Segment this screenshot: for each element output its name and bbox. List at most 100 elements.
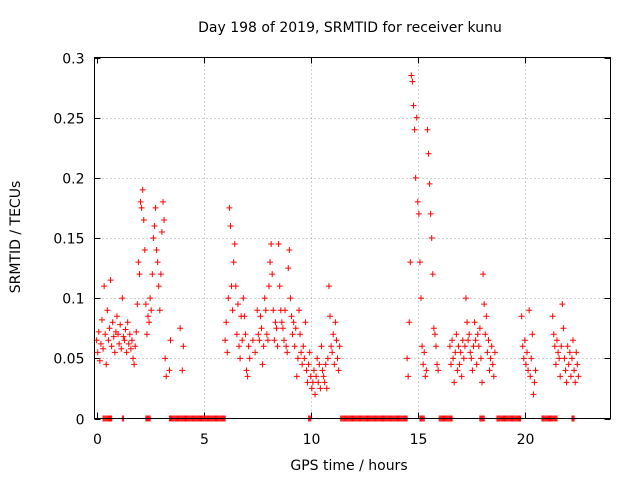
data-point	[563, 379, 570, 386]
data-point	[162, 355, 169, 362]
data-point	[246, 355, 253, 362]
data-point	[484, 349, 491, 356]
data-point	[103, 361, 110, 368]
data-point	[407, 259, 414, 266]
data-point	[309, 379, 316, 386]
data-point	[270, 307, 277, 314]
data-point	[315, 379, 322, 386]
data-point	[313, 373, 320, 380]
data-point	[119, 295, 126, 302]
data-point	[415, 210, 422, 217]
data-point	[131, 361, 138, 368]
data-point	[558, 343, 565, 350]
data-point	[180, 343, 187, 350]
data-point	[483, 313, 490, 320]
data-point	[490, 373, 497, 380]
data-point	[314, 355, 321, 362]
data-point	[242, 331, 249, 338]
data-point	[325, 283, 332, 290]
data-point	[549, 313, 556, 320]
x-axis-label: GPS time / hours	[290, 458, 407, 474]
data-point	[130, 355, 137, 362]
data-point	[132, 343, 139, 350]
data-point	[489, 361, 496, 368]
data-point	[225, 295, 232, 302]
data-point	[148, 307, 155, 314]
data-point	[480, 271, 487, 278]
data-point	[98, 316, 105, 323]
data-point	[552, 361, 559, 368]
data-point	[528, 355, 535, 362]
y-tick-label: 0.3	[62, 52, 84, 68]
x-tick-label: 10	[303, 432, 321, 448]
data-point	[531, 379, 538, 386]
data-point	[479, 379, 486, 386]
data-point	[264, 337, 271, 344]
data-point	[260, 343, 267, 350]
data-point	[316, 361, 323, 368]
data-point	[158, 228, 165, 235]
data-point	[273, 325, 280, 332]
data-point	[134, 301, 141, 308]
data-point	[568, 355, 575, 362]
data-point	[299, 361, 306, 368]
data-point	[323, 385, 330, 392]
data-point	[560, 325, 567, 332]
data-point	[224, 349, 231, 356]
data-point	[262, 307, 269, 314]
data-point	[529, 331, 536, 338]
x-tick-label: 5	[200, 432, 209, 448]
data-point	[236, 343, 243, 350]
data-point	[305, 361, 312, 368]
data-point	[161, 216, 168, 223]
data-point	[279, 325, 286, 332]
data-point	[297, 331, 304, 338]
data-point	[310, 367, 317, 374]
data-point	[572, 379, 579, 386]
data-point	[333, 337, 340, 344]
data-point	[405, 373, 412, 380]
data-point	[487, 355, 494, 362]
data-point	[471, 319, 478, 326]
data-point	[468, 355, 475, 362]
data-point	[128, 337, 135, 344]
data-point	[532, 367, 539, 374]
data-point	[458, 373, 465, 380]
data-point	[416, 259, 423, 266]
data-point	[295, 307, 302, 314]
data-point	[336, 343, 343, 350]
data-point	[562, 367, 569, 374]
data-point	[320, 373, 327, 380]
data-point	[482, 331, 489, 338]
data-point	[155, 283, 162, 290]
data-point	[465, 337, 472, 344]
data-point	[447, 361, 454, 368]
data-point	[300, 343, 307, 350]
data-point	[142, 301, 149, 308]
data-point	[422, 373, 429, 380]
tick-labels: 0 0.05 0.1 0.15 0.2 0.25 0.3 0 5 10 15 20	[53, 52, 534, 449]
data-point	[567, 373, 574, 380]
data-point	[268, 241, 275, 248]
data-point	[488, 343, 495, 350]
data-point	[570, 337, 577, 344]
data-point	[261, 295, 268, 302]
data-point	[113, 313, 120, 320]
data-point	[453, 331, 460, 338]
data-point	[574, 361, 581, 368]
data-point	[272, 319, 279, 326]
data-point	[409, 78, 416, 85]
y-axis-label: SRMTID / TECUs	[8, 181, 24, 294]
data-point	[105, 337, 112, 344]
data-point	[408, 72, 415, 79]
axis-ticks	[94, 57, 611, 420]
data-point	[431, 331, 438, 338]
data-point	[430, 325, 437, 332]
data-point	[329, 349, 336, 356]
data-point	[102, 331, 109, 338]
data-point	[433, 343, 440, 350]
data-point	[140, 216, 147, 223]
data-point	[470, 343, 477, 350]
data-point	[157, 271, 164, 278]
data-point	[141, 247, 148, 254]
